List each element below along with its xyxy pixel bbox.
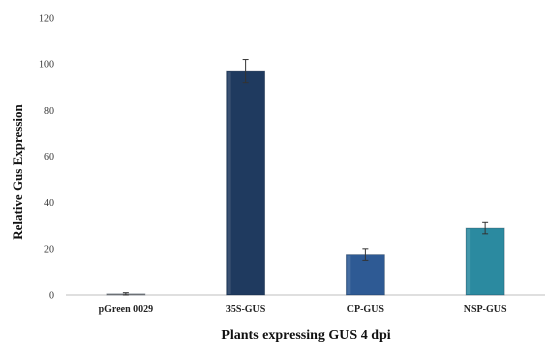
bar [465, 227, 505, 296]
bar-highlight [347, 255, 351, 294]
x-axis-label: Plants expressing GUS 4 dpi [221, 328, 390, 343]
error-bar [242, 59, 249, 84]
x-tick-label: NSP-GUS [464, 304, 507, 315]
y-tick-label: 100 [39, 60, 54, 71]
y-tick-label: 40 [44, 198, 54, 209]
bar-highlight [467, 229, 471, 294]
x-tick-label: pGreen 0029 [99, 304, 154, 315]
y-axis-label: Relative Gus Expression [10, 103, 25, 239]
x-tick-label: 35S-GUS [226, 304, 266, 315]
bar-highlight [227, 72, 231, 294]
y-tick-label: 20 [44, 244, 54, 255]
x-axis-tick-labels: pGreen 0029 35S-GUS CP-GUS NSP-GUS [99, 304, 507, 315]
y-tick-label: 60 [44, 152, 54, 163]
y-tick-label: 0 [49, 291, 54, 302]
error-bar [482, 221, 489, 235]
x-tick-label: CP-GUS [347, 304, 385, 315]
error-bar [122, 292, 129, 296]
error-bar [362, 248, 369, 261]
y-tick-label: 120 [39, 14, 54, 25]
y-tick-label: 80 [44, 106, 54, 117]
bar [226, 70, 266, 296]
bars [106, 59, 505, 296]
y-axis-ticks: 0 20 40 60 80 100 120 [39, 14, 54, 302]
